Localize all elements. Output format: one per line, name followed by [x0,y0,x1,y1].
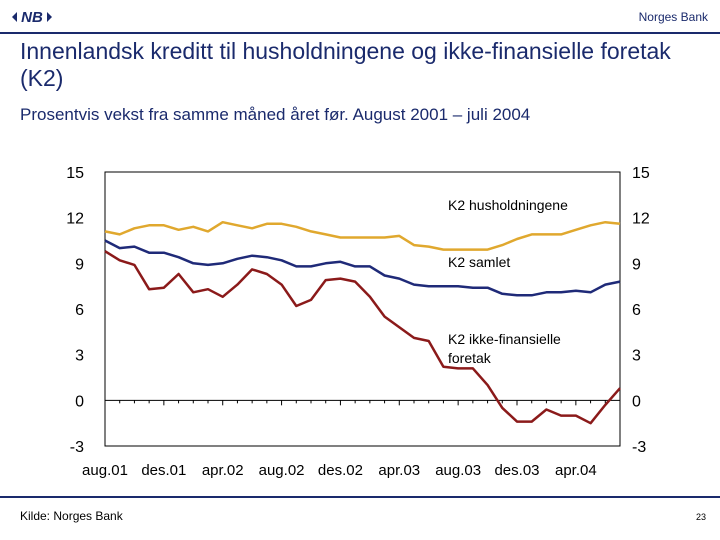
page-number: 23 [695,512,706,522]
x-tick-label: apr.04 [555,462,597,479]
logo-text: NB [21,9,43,26]
y-tick-label-left: 15 [66,165,84,182]
y-tick-label-right: 6 [632,302,641,319]
plot-frame [104,171,621,447]
y-tick-label-right: -3 [632,439,646,456]
x-tick-label: des.03 [494,462,539,479]
legend-label: K2 samlet [448,254,510,270]
norges-bank-logo: NB [12,9,52,26]
x-tick-label: aug.01 [82,462,128,479]
x-tick-label: aug.02 [259,462,305,479]
y-tick-label-left: 9 [75,256,84,273]
series-line-1 [104,220,621,251]
legend-label: K2 husholdningene [448,197,568,213]
legend-label: K2 ikke-finansielle [448,331,561,347]
y-tick-label-left: 0 [75,393,84,410]
y-tick-label-left: -3 [70,439,84,456]
y-tick-label-right: 12 [632,211,650,228]
source-note: Kilde: Norges Bank [20,509,123,523]
series-line-2 [104,239,621,297]
x-tick-label: apr.02 [202,462,244,479]
y-tick-label-left: 3 [75,348,84,365]
x-tick-label: des.01 [141,462,186,479]
legend-label: foretak [448,350,492,366]
series-line-3 [104,250,621,425]
footer-divider [0,496,720,498]
slide-title: Innenlandsk kreditt til husholdningene o… [20,38,671,91]
y-tick-label-right: 15 [632,165,650,182]
x-tick-label: des.02 [318,462,363,479]
y-tick-label-left: 6 [75,302,84,319]
y-tick-label-right: 0 [632,393,641,410]
y-tick-label-left: 12 [66,211,84,228]
slide-subtitle: Prosentvis vekst fra samme måned året fø… [20,105,531,124]
x-tick-label: apr.03 [378,462,420,479]
header-divider [0,32,720,34]
y-tick-label-right: 3 [632,348,641,365]
y-tick-label-right: 9 [632,256,641,273]
brand-name: Norges Bank [638,10,708,24]
line-chart: -3 -3 0 0 3 3 6 6 9 9 12 12 15 15 aug.01 des.01 apr.02 au… [66,165,650,479]
x-tick-label: aug.03 [435,462,481,479]
